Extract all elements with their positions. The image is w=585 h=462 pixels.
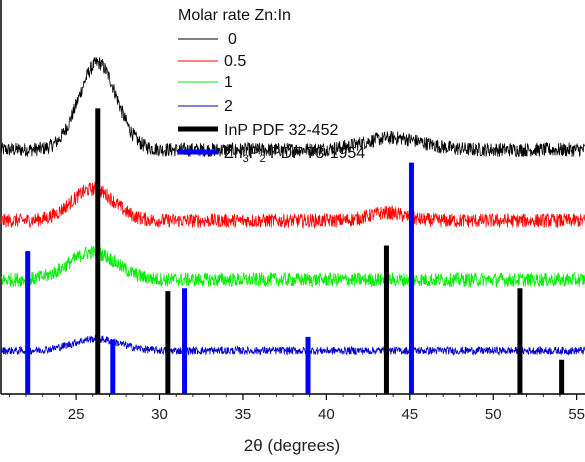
series-layer	[0, 57, 585, 356]
x-tick-label: 45	[401, 406, 418, 423]
plot-frame	[0, 0, 585, 395]
series-line-1	[0, 181, 585, 230]
legend-label-1: 1	[224, 74, 233, 91]
legend-label-zn3p2: Zn3P2 PDF 73-1954	[224, 145, 365, 165]
reference-lines-layer	[25, 108, 565, 394]
legend-title: Molar rate Zn:In	[178, 7, 291, 24]
x-tick-label: 50	[485, 406, 502, 423]
x-tick-label: 25	[68, 406, 85, 423]
x-tick-label: 40	[318, 406, 335, 423]
legend-label-0-5: 0.5	[224, 53, 246, 70]
series-line-2	[0, 245, 585, 289]
series-line-3	[0, 334, 585, 356]
x-axis-title: 2θ (degrees)	[244, 436, 340, 455]
x-tick-label: 30	[151, 406, 168, 423]
x-ticks-layer: 25 30 35 40 45 50 55	[8, 394, 585, 423]
legend-label-2: 2	[224, 98, 233, 115]
x-tick-label: 55	[568, 406, 585, 423]
series-line-0	[0, 57, 585, 158]
legend-label-0: 0	[228, 31, 237, 48]
legend-label-inp: InP PDF 32-452	[224, 122, 339, 139]
legend: Molar rate Zn:In 0 0.5 1 2 InP PDF 32-45…	[178, 7, 365, 165]
x-tick-label: 35	[235, 406, 252, 423]
